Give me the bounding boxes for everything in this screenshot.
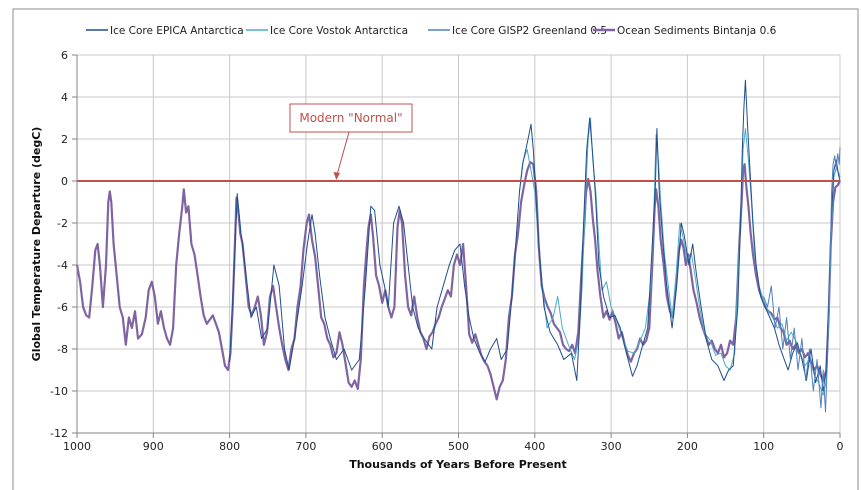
legend-item: Ice Core EPICA Antarctica bbox=[86, 25, 244, 37]
series-group bbox=[75, 79, 841, 413]
x-tick-label: 500 bbox=[448, 440, 469, 453]
y-tick-label: -12 bbox=[50, 427, 68, 440]
legend-label: Ice Core EPICA Antarctica bbox=[110, 25, 244, 37]
y-tick-label: -8 bbox=[57, 343, 68, 356]
legend-item: Ice Core Vostok Antarctica bbox=[246, 25, 408, 37]
series-line-ice-core-gisp2-greenland-0-5 bbox=[763, 147, 841, 413]
annotation-arrow bbox=[335, 131, 350, 178]
y-tick-label: -2 bbox=[57, 217, 68, 230]
legend: Ice Core EPICA Antarctica Ice Core Vostok… bbox=[86, 25, 777, 37]
y-tick-label: 0 bbox=[61, 175, 68, 188]
legend-label: Ice Core Vostok Antarctica bbox=[270, 25, 408, 37]
x-tick-label: 100 bbox=[753, 440, 774, 453]
x-tick-label: 700 bbox=[295, 440, 316, 453]
x-tick-label: 300 bbox=[601, 440, 622, 453]
arrowhead-icon bbox=[333, 172, 340, 180]
legend-item: Ocean Sediments Bintanja 0.6 bbox=[593, 25, 777, 37]
legend-label: Ocean Sediments Bintanja 0.6 bbox=[617, 25, 777, 37]
series-line-ice-core-epica-antarctica bbox=[229, 79, 841, 392]
annotation-box bbox=[289, 103, 413, 133]
x-tick-label: 400 bbox=[524, 440, 545, 453]
y-tick-label: 6 bbox=[61, 49, 68, 62]
x-tick-label: 200 bbox=[677, 440, 698, 453]
y-tick-label: -4 bbox=[57, 259, 68, 272]
chart-border bbox=[12, 8, 859, 490]
x-tick-label: 1000 bbox=[63, 440, 91, 453]
annotation-label: Modern "Normal" bbox=[299, 111, 402, 125]
x-tick-label: 800 bbox=[219, 440, 240, 453]
x-tick-label: 900 bbox=[143, 440, 164, 453]
x-tick-label: 600 bbox=[372, 440, 393, 453]
legend-item: Ice Core GISP2 Greenland 0.5 bbox=[428, 25, 607, 37]
y-axis-title: Global Temperature Departure (degC) bbox=[30, 127, 43, 362]
y-tick-label: -10 bbox=[50, 385, 68, 398]
y-tick-label: 2 bbox=[61, 133, 68, 146]
y-tick-label: 4 bbox=[61, 91, 68, 104]
annotation-group: Modern "Normal" bbox=[289, 103, 413, 180]
x-tick-label: 0 bbox=[837, 440, 844, 453]
legend-label: Ice Core GISP2 Greenland 0.5 bbox=[452, 25, 607, 37]
x-axis-title: Thousands of Years Before Present bbox=[349, 458, 567, 471]
y-tick-label: -6 bbox=[57, 301, 68, 314]
